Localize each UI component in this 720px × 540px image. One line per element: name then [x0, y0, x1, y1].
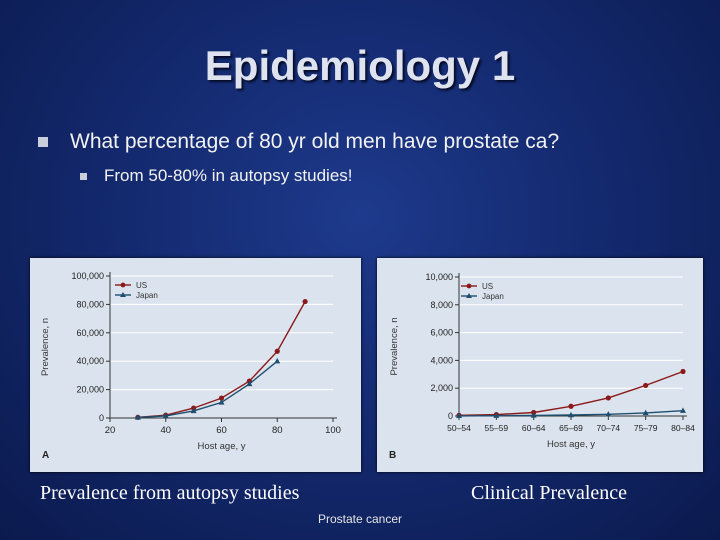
data-point-japan [530, 412, 537, 418]
bullet-sub-text: From 50-80% in autopsy studies! [104, 166, 353, 185]
panel-label: B [389, 450, 396, 461]
x-tick-label: 60–64 [522, 423, 546, 433]
y-tick-label: 60,000 [76, 328, 104, 338]
data-point-japan [246, 380, 253, 387]
small-square-bullet-icon [80, 172, 87, 180]
x-tick-label: 100 [325, 425, 341, 436]
data-point-japan [605, 411, 612, 417]
legend-marker-us [466, 283, 472, 289]
x-tick-label: 20 [105, 425, 116, 436]
legend-label-us: US [136, 281, 147, 290]
data-point-us [643, 382, 649, 389]
y-axis-label: Prevalence, n [40, 318, 51, 376]
panel-label: A [42, 450, 49, 461]
data-point-us [605, 395, 611, 401]
caption-clinical: Clinical Prevalence [471, 482, 628, 504]
data-point-japan [134, 414, 141, 420]
y-tick-label: 40,000 [76, 356, 104, 366]
data-point-japan [218, 399, 225, 405]
data-point-japan [190, 407, 197, 414]
x-axis-label: Host age, y [547, 439, 595, 450]
y-tick-label: 0 [448, 411, 453, 421]
data-point-japan [568, 411, 574, 418]
autopsy-prevalence-chart: 0 20,000 40,000 60,000 80,000 100,000 20 40 60 80… [40, 271, 341, 461]
chart-panel-a: 0 20,000 40,000 60,000 80,000 100,000 20 40 60 80… [30, 258, 361, 472]
y-tick-label: 8,000 [430, 300, 453, 310]
clinical-prevalence-chart: 0 2,000 4,000 6,000 8,000 10,000 50–54 55–59 60–… [389, 272, 695, 461]
x-tick-label: 80 [272, 425, 283, 436]
y-tick-label: 4,000 [430, 355, 453, 365]
data-point-japan [493, 412, 500, 418]
slide-footer: Prostate cancer [317, 512, 403, 526]
data-point-us [680, 368, 686, 375]
x-tick-label: 80–84 [671, 423, 695, 433]
bullet-main: What percentage of 80 yr old men have pr… [38, 130, 559, 154]
x-tick-label: 70–74 [597, 423, 621, 433]
data-point-japan [680, 407, 686, 413]
caption-autopsy: Prevalence from autopsy studies [40, 482, 300, 504]
data-point-japan [162, 412, 169, 419]
y-tick-label: 0 [99, 413, 104, 423]
data-point-japan [642, 409, 649, 416]
y-tick-label: 10,000 [425, 272, 453, 282]
data-point-japan [456, 412, 462, 419]
y-tick-label: 6,000 [430, 328, 453, 338]
x-axis-label: Host age, y [197, 441, 245, 452]
series-line-japan [137, 360, 278, 419]
data-point-japan [274, 358, 281, 364]
legend-marker-japan [120, 292, 126, 297]
legend-label-us: US [482, 282, 493, 291]
x-tick-label: 40 [160, 425, 171, 436]
data-point-us [568, 403, 574, 409]
y-tick-label: 80,000 [76, 299, 104, 309]
x-tick-label: 75–79 [634, 423, 658, 433]
x-tick-label: 50–54 [447, 423, 471, 433]
legend-label-japan: Japan [136, 291, 158, 300]
x-tick-label: 55–59 [485, 423, 509, 433]
slide-title: Epidemiology 1 [204, 42, 516, 89]
legend-marker-us [120, 282, 126, 288]
x-tick-label: 60 [216, 425, 227, 436]
y-tick-label: 100,000 [71, 271, 104, 281]
x-tick-label: 65–69 [559, 423, 583, 433]
bullet-sub: From 50-80% in autopsy studies! [80, 166, 353, 186]
y-axis-label: Prevalence, n [389, 317, 400, 375]
chart-panel-b: 0 2,000 4,000 6,000 8,000 10,000 50–54 55–59 60–… [377, 258, 703, 472]
data-point-us [274, 348, 280, 354]
bullet-main-text: What percentage of 80 yr old men have pr… [70, 130, 560, 153]
y-tick-label: 2,000 [430, 383, 453, 393]
square-bullet-icon [38, 137, 48, 147]
data-point-us [218, 395, 225, 401]
legend-label-japan: Japan [482, 292, 504, 301]
y-tick-label: 20,000 [76, 385, 104, 395]
data-point-us [302, 298, 308, 305]
legend-marker-japan [466, 293, 472, 298]
